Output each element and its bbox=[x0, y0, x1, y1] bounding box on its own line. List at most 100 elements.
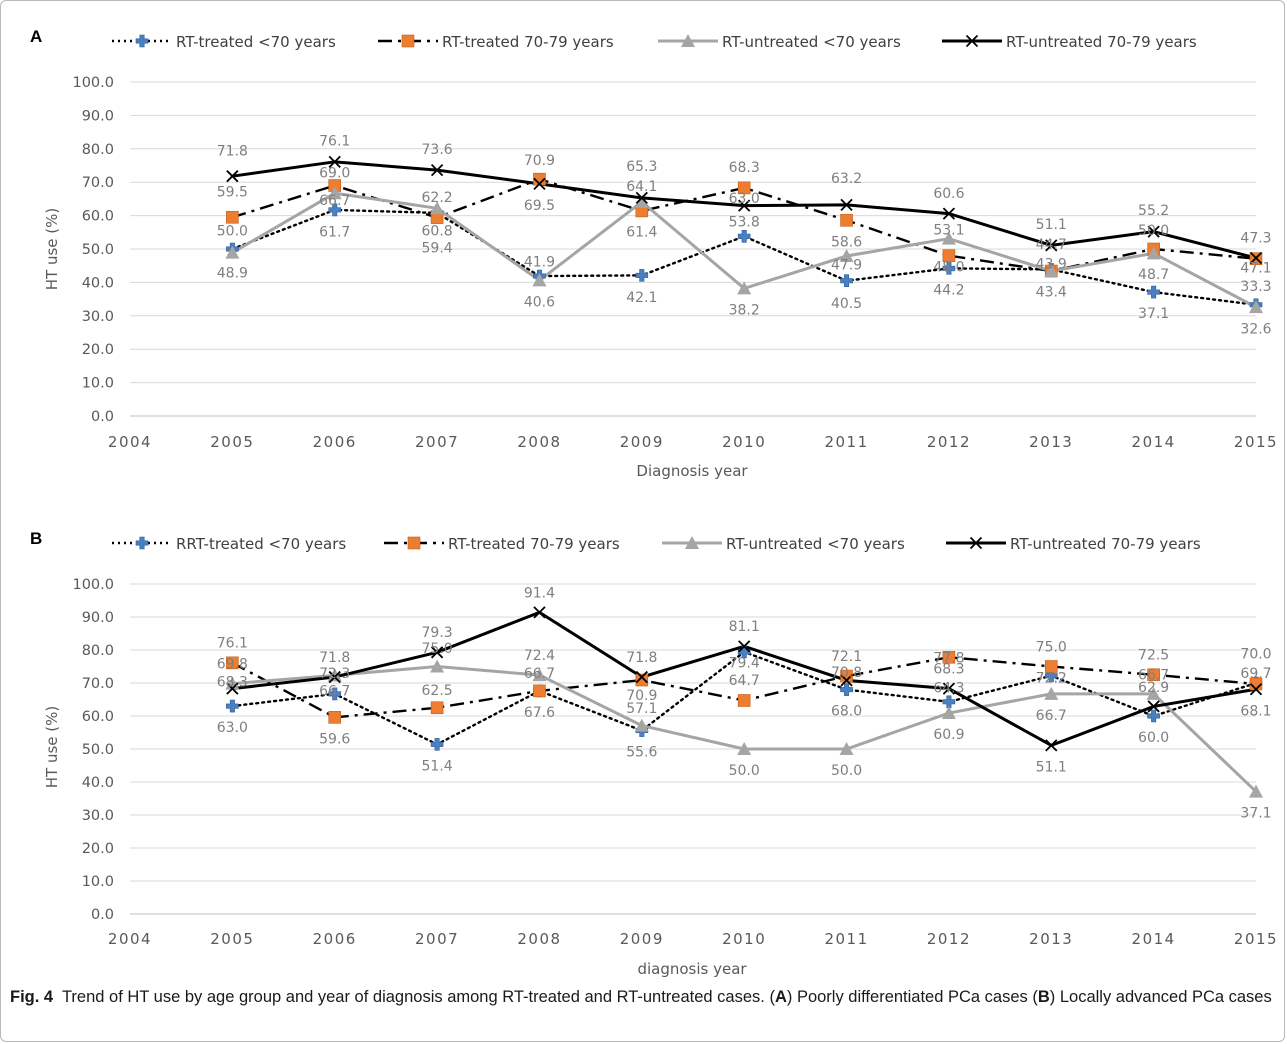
data-label: 37.1 bbox=[1240, 805, 1271, 821]
series-4-point bbox=[533, 606, 546, 619]
series-4-point bbox=[1147, 225, 1160, 238]
series-2-point bbox=[1044, 660, 1058, 673]
data-label: 40.6 bbox=[524, 294, 555, 310]
y-tick-label: 10.0 bbox=[82, 376, 114, 392]
data-label: 51.1 bbox=[1036, 217, 1067, 233]
data-label: 59.4 bbox=[422, 240, 453, 256]
data-label: 41.9 bbox=[524, 254, 555, 270]
x-tick-label: 2012 bbox=[927, 930, 971, 948]
caption-text-before: Trend of HT use by age group and year of… bbox=[61, 988, 775, 1006]
data-label: 58.6 bbox=[831, 235, 862, 251]
data-label: 50.0 bbox=[217, 224, 248, 240]
data-label: 51.4 bbox=[422, 759, 453, 775]
data-label: 64.1 bbox=[626, 179, 657, 195]
data-label: 79.3 bbox=[422, 625, 453, 641]
legend-label-1: RT-treated <70 years bbox=[176, 33, 336, 51]
panel-b-series bbox=[225, 606, 1263, 798]
series-2-point bbox=[533, 172, 546, 186]
data-label: 43.4 bbox=[1036, 284, 1067, 300]
y-tick-label: 100.0 bbox=[72, 75, 114, 91]
series-3-point bbox=[1044, 264, 1059, 278]
figure-canvas: A HT use (%) Diagnosis year 0.0 10.0 20.0 3… bbox=[30, 27, 1278, 978]
x-tick-label: 2010 bbox=[722, 433, 766, 451]
series-line-4 bbox=[232, 160, 1257, 260]
y-tick-label: 80.0 bbox=[82, 142, 114, 158]
series-4-point bbox=[430, 646, 444, 659]
series-3-point bbox=[430, 659, 445, 673]
x-tick-label: 2015 bbox=[1234, 433, 1278, 451]
series-3-point bbox=[941, 706, 956, 720]
figure-caption: Fig. 4 Trend of HT use by age group and … bbox=[10, 986, 1275, 1009]
data-label: 77.8 bbox=[933, 650, 964, 666]
data-label: 72.2 bbox=[1036, 670, 1067, 686]
x-tick-label: 2008 bbox=[517, 433, 561, 451]
data-label: 71.8 bbox=[319, 650, 350, 666]
panel-a-legend: RT-treated <70 years RT-treated 70-79 yea… bbox=[112, 33, 1197, 51]
legend-marker-1 bbox=[135, 34, 149, 48]
data-label: 79.4 bbox=[729, 656, 760, 672]
series-4-point bbox=[533, 177, 546, 191]
data-label: 60.8 bbox=[422, 224, 453, 240]
data-label: 62.2 bbox=[422, 190, 453, 206]
series-3-point bbox=[737, 742, 752, 755]
x-tick-label: 2007 bbox=[415, 930, 459, 948]
x-tick-label: 2009 bbox=[620, 930, 664, 948]
series-2-point bbox=[533, 684, 546, 698]
series-3-point bbox=[1146, 686, 1161, 700]
data-label: 60.6 bbox=[933, 186, 964, 202]
data-label: 50.0 bbox=[831, 763, 862, 779]
data-label: 55.6 bbox=[626, 745, 657, 761]
series-2-point bbox=[737, 694, 751, 707]
x-tick-label: 2006 bbox=[313, 433, 357, 451]
y-tick-label: 10.0 bbox=[82, 874, 114, 890]
y-tick-label: 90.0 bbox=[82, 108, 114, 124]
y-tick-label: 80.0 bbox=[82, 643, 114, 659]
x-tick-label: 2015 bbox=[1234, 930, 1278, 948]
series-4-point bbox=[430, 164, 444, 177]
legend-marker-3 bbox=[685, 536, 699, 549]
series-1-point bbox=[1147, 285, 1160, 299]
data-label: 73.6 bbox=[422, 142, 453, 158]
x-tick-label: 2014 bbox=[1132, 433, 1176, 451]
series-line-1 bbox=[231, 208, 1258, 306]
series-4-point bbox=[226, 170, 239, 183]
series-4-point bbox=[942, 682, 956, 695]
series-2-point bbox=[942, 249, 956, 262]
series-3-point bbox=[225, 245, 240, 259]
panel-a-letter: A bbox=[30, 27, 42, 46]
data-label: 68.3 bbox=[217, 675, 248, 691]
data-label: 68.1 bbox=[1240, 703, 1271, 719]
series-3-point bbox=[839, 742, 854, 755]
series-1-point bbox=[226, 699, 239, 713]
series-4-point bbox=[1147, 700, 1160, 713]
data-label: 71.8 bbox=[626, 650, 657, 666]
panel-b-grid bbox=[130, 583, 1256, 915]
series-4-point bbox=[840, 198, 853, 212]
x-tick-label: 2008 bbox=[517, 930, 561, 948]
panel-b-xlabel: diagnosis year bbox=[637, 960, 747, 978]
x-tick-label: 2014 bbox=[1132, 930, 1176, 948]
series-3-point bbox=[634, 194, 649, 208]
data-label: 66.7 bbox=[524, 666, 555, 682]
series-4-point bbox=[328, 670, 341, 684]
data-label: 57.1 bbox=[626, 701, 657, 717]
data-label: 69.5 bbox=[524, 198, 555, 214]
series-1-point bbox=[840, 274, 853, 288]
series-1-point bbox=[1147, 709, 1160, 723]
y-tick-label: 60.0 bbox=[82, 209, 114, 225]
legend-marker-3 bbox=[681, 34, 695, 47]
y-tick-label: 0.0 bbox=[91, 907, 114, 923]
series-4-point bbox=[328, 155, 341, 168]
caption-a-letter: A bbox=[774, 988, 787, 1006]
series-1-point bbox=[1044, 669, 1058, 683]
x-tick-label: 2013 bbox=[1029, 930, 1073, 948]
data-label: 68.3 bbox=[933, 661, 964, 677]
series-4-point bbox=[1249, 251, 1263, 265]
y-tick-label: 40.0 bbox=[82, 275, 114, 291]
series-3-point bbox=[327, 668, 342, 682]
y-tick-label: 0.0 bbox=[91, 409, 114, 425]
panel-b-data-labels: 76.169.868.363.071.872.366.759.679.375.0… bbox=[217, 585, 1272, 821]
data-label: 81.1 bbox=[729, 619, 760, 635]
series-1-point bbox=[840, 683, 853, 696]
